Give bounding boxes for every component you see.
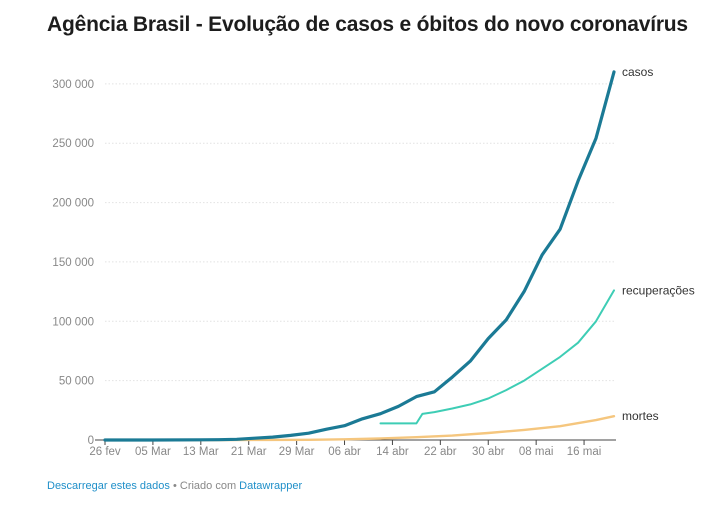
y-axis: 0 50 000 100 000 150 000 200 000 250 000 300 0… [52, 79, 94, 447]
footer-separator: • Criado com [169, 480, 240, 492]
y-tick-label: 200 000 [52, 198, 94, 210]
download-data-link[interactable]: Descarregar estes dados [47, 480, 170, 492]
series-line-1 [379, 289, 615, 425]
x-tick-label: 05 Mar [135, 446, 171, 458]
y-tick-label: 100 000 [52, 316, 94, 328]
y-tick-label: 0 [88, 435, 94, 447]
series-label-0: casos [622, 65, 653, 79]
x-tick-label: 22 abr [424, 446, 457, 458]
chart-title: Agência Brasil - Evolução de casos e óbi… [47, 13, 688, 36]
series-line-0 [103, 70, 616, 442]
chart-footer: Descarregar estes dados • Criado com Dat… [47, 480, 302, 492]
x-axis: 26 fev 05 Mar 13 Mar 21 Mar 29 Mar 06 abr 14 a… [89, 440, 601, 458]
y-tick-label: 250 000 [52, 138, 94, 150]
y-tick-label: 50 000 [59, 376, 94, 388]
datawrapper-link[interactable]: Datawrapper [239, 480, 303, 492]
x-tick-label: 08 mai [519, 446, 554, 458]
series-labels: casos recuperações mortes [622, 65, 695, 423]
series-lines [103, 70, 616, 442]
series-line-2 [103, 415, 616, 442]
x-tick-label: 16 mai [567, 446, 602, 458]
y-tick-label: 150 000 [52, 257, 94, 269]
x-tick-label: 06 abr [328, 446, 361, 458]
x-tick-label: 29 Mar [279, 446, 315, 458]
x-tick-label: 14 abr [376, 446, 409, 458]
series-label-2: mortes [622, 409, 659, 423]
series-label-1: recuperações [622, 283, 695, 297]
x-tick-label: 30 abr [472, 446, 505, 458]
x-tick-label: 26 fev [89, 446, 121, 458]
x-tick-label: 21 Mar [231, 446, 267, 458]
y-tick-label: 300 000 [52, 79, 94, 91]
x-tick-label: 13 Mar [183, 446, 219, 458]
